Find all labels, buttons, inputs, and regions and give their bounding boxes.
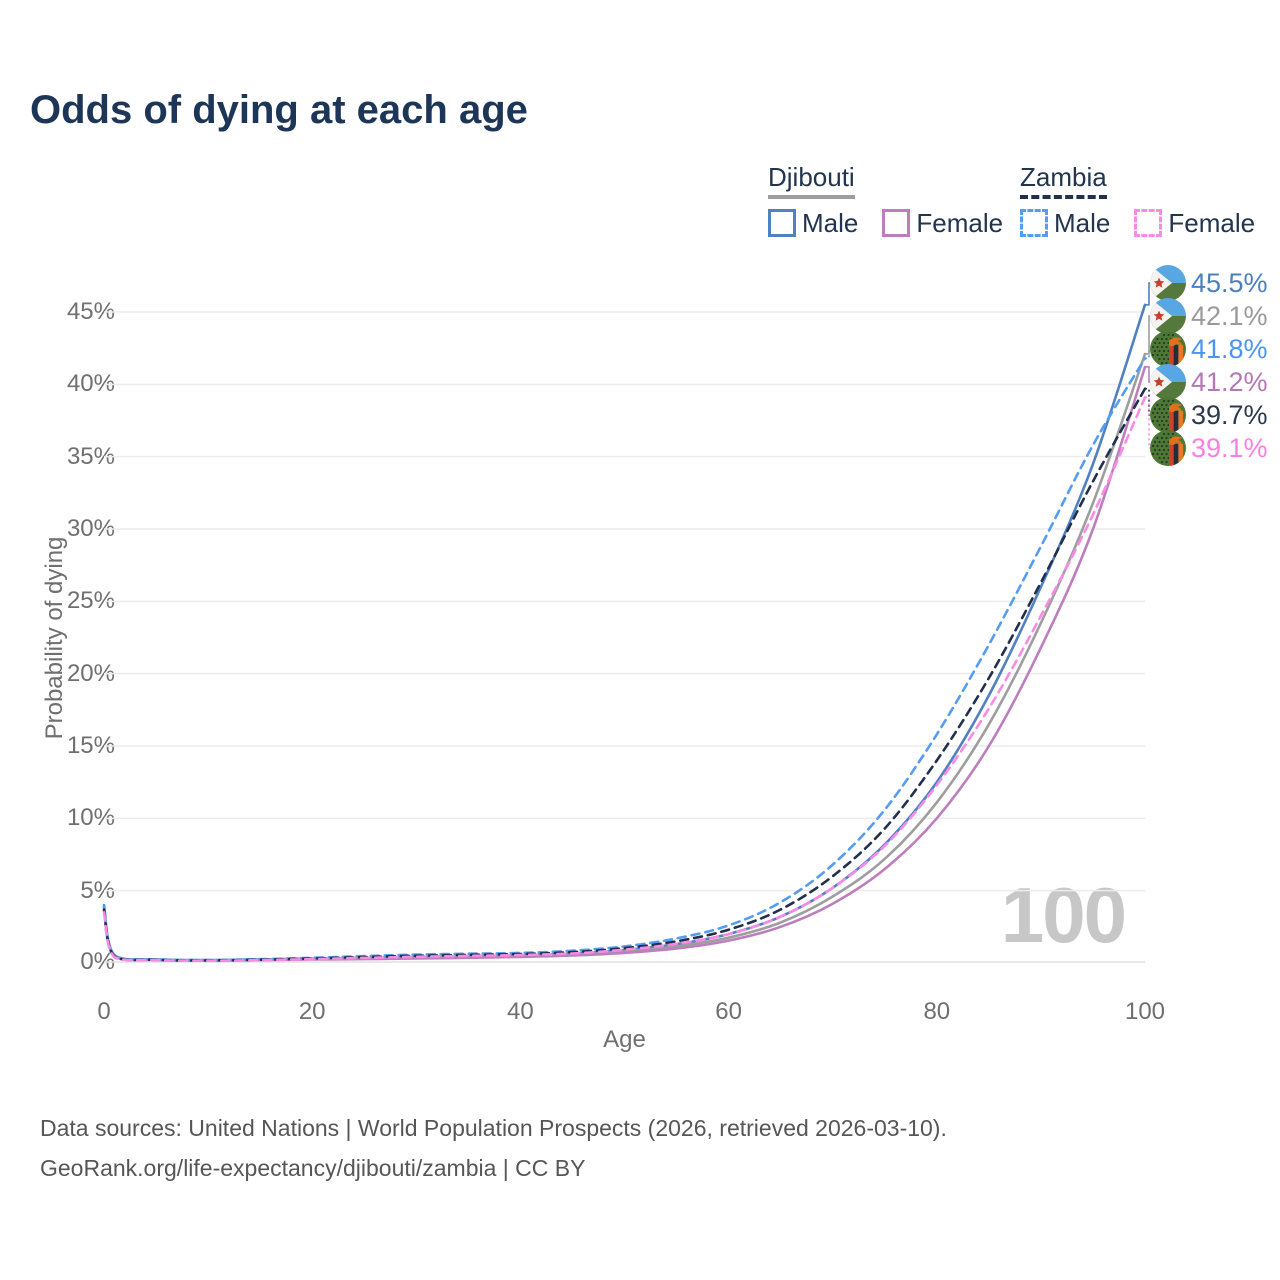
x-tick-label: 40 — [507, 998, 534, 1025]
data-sources: Data sources: United Nations | World Pop… — [40, 1108, 947, 1189]
zambia-flag-icon — [1150, 430, 1186, 466]
end-value: 39.7% — [1191, 399, 1268, 430]
x-axis-title: Age — [603, 1026, 646, 1053]
y-tick-label: 30% — [66, 515, 115, 542]
legend-swatch-zambia-male[interactable] — [1020, 209, 1048, 238]
y-tick-label: 5% — [80, 876, 115, 904]
end-label-row: 39.1% — [1150, 430, 1268, 466]
legend-group-djibouti: Djibouti Male Female — [768, 163, 1003, 239]
end-label-row: 41.2% — [1150, 364, 1268, 400]
end-label-row: 45.5% — [1150, 265, 1268, 301]
legend-label-zambia-female: Female — [1168, 207, 1256, 238]
y-tick-label: 45% — [66, 298, 115, 325]
end-value: 39.1% — [1191, 432, 1268, 463]
legend-item-zambia-male[interactable]: Male — [1020, 208, 1110, 239]
y-axis-title: Probability of dying — [41, 536, 68, 740]
page-title: Odds of dying at each age — [30, 88, 528, 132]
series-line-djibouti-male — [102, 303, 1147, 962]
legend-item-djibouti-male[interactable]: Male — [768, 208, 858, 239]
end-value: 41.2% — [1191, 366, 1268, 397]
series-line-djibouti — [102, 352, 1147, 962]
legend-label-zambia-male: Male — [1054, 207, 1111, 238]
y-tick-label: 0% — [80, 948, 115, 975]
x-tick-label: 80 — [923, 998, 951, 1025]
series-line-djibouti-female — [102, 365, 1147, 963]
source-line-1: Data sources: United Nations | World Pop… — [40, 1115, 947, 1141]
y-tick-label: 35% — [66, 442, 115, 470]
x-tick-label: 60 — [715, 998, 742, 1025]
end-label-row: 42.1% — [1150, 298, 1268, 334]
end-value: 42.1% — [1191, 300, 1268, 331]
y-tick-label: 25% — [66, 587, 115, 615]
end-label-row: 39.7% — [1150, 397, 1268, 433]
y-tick-label: 40% — [66, 370, 115, 398]
legend-country-zambia: Zambia — [1020, 163, 1107, 199]
legend-swatch-zambia-female[interactable] — [1134, 209, 1163, 238]
series-line-zambia-male — [102, 357, 1147, 962]
y-tick-label: 10% — [66, 804, 115, 832]
legend-group-zambia: Zambia Male Female — [1020, 163, 1255, 239]
legend-swatch-djibouti-female[interactable] — [882, 209, 911, 238]
legend-item-djibouti-female[interactable]: Female — [882, 208, 1003, 239]
legend-label-djibouti-male: Male — [802, 207, 859, 238]
series-line-zambia — [102, 387, 1147, 962]
djibouti-flag-icon — [1150, 364, 1186, 400]
x-tick-label: 100 — [1124, 998, 1166, 1025]
x-tick-label: 0 — [97, 998, 111, 1025]
zambia-flag-icon — [1150, 397, 1186, 433]
legend-label-djibouti-female: Female — [916, 207, 1004, 238]
legend-item-zambia-female[interactable]: Female — [1134, 208, 1255, 239]
djibouti-flag-icon — [1150, 265, 1186, 301]
legend-swatch-djibouti-male[interactable] — [768, 209, 796, 238]
zambia-flag-icon — [1150, 331, 1186, 367]
x-tick-label: 20 — [298, 998, 326, 1025]
y-tick-label: 20% — [66, 659, 115, 687]
source-line-2: GeoRank.org/life-expectancy/djibouti/zam… — [40, 1155, 586, 1182]
end-label-row: 41.8% — [1150, 331, 1268, 367]
end-value: 41.8% — [1191, 333, 1268, 364]
age-watermark: 100 — [1000, 871, 1127, 959]
djibouti-flag-icon — [1150, 298, 1186, 334]
end-value: 45.5% — [1191, 267, 1268, 298]
legend-country-djibouti: Djibouti — [768, 163, 855, 199]
y-tick-label: 15% — [66, 732, 115, 759]
